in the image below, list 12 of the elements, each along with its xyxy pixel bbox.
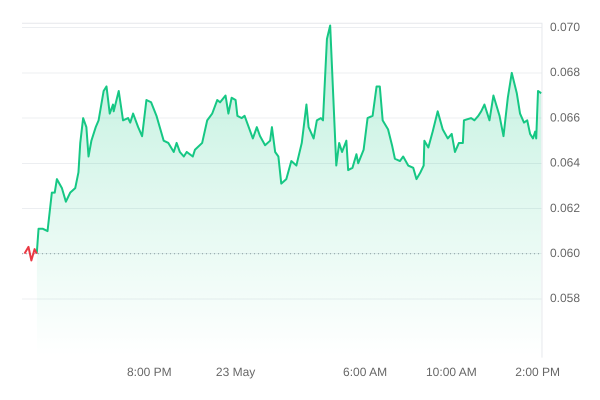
y-tick-label: 0.064 — [550, 156, 580, 170]
x-tick-label: 10:00 AM — [426, 365, 477, 380]
y-tick-label: 0.066 — [550, 110, 580, 124]
y-tick-label: 0.058 — [550, 291, 580, 306]
y-tick-label: 0.068 — [550, 65, 580, 80]
x-tick-label: 6:00 AM — [343, 365, 388, 380]
x-tick-label: 2:00 PM — [515, 365, 560, 380]
y-tick-label: 0.070 — [550, 20, 580, 34]
y-tick-label: 0.060 — [550, 246, 580, 260]
y-tick-label: 0.062 — [550, 200, 580, 215]
x-tick-label: 8:00 PM — [126, 365, 172, 380]
x-tick-label: 23 May — [216, 365, 256, 380]
